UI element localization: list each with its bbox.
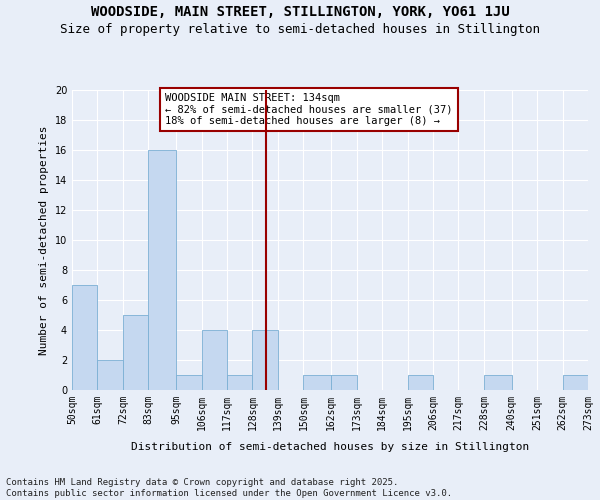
Bar — [407, 375, 433, 390]
Text: Distribution of semi-detached houses by size in Stillington: Distribution of semi-detached houses by … — [131, 442, 529, 452]
Text: WOODSIDE MAIN STREET: 134sqm
← 82% of semi-detached houses are smaller (37)
18% : WOODSIDE MAIN STREET: 134sqm ← 82% of se… — [165, 93, 452, 126]
Bar — [563, 375, 588, 390]
Y-axis label: Number of semi-detached properties: Number of semi-detached properties — [39, 125, 49, 355]
Bar — [97, 360, 123, 390]
Text: WOODSIDE, MAIN STREET, STILLINGTON, YORK, YO61 1JU: WOODSIDE, MAIN STREET, STILLINGTON, YORK… — [91, 5, 509, 19]
Bar — [72, 285, 97, 390]
Bar — [253, 330, 278, 390]
Bar — [331, 375, 356, 390]
Bar — [123, 315, 148, 390]
Bar — [484, 375, 512, 390]
Bar — [148, 150, 176, 390]
Bar — [227, 375, 253, 390]
Text: Contains HM Land Registry data © Crown copyright and database right 2025.
Contai: Contains HM Land Registry data © Crown c… — [6, 478, 452, 498]
Text: Size of property relative to semi-detached houses in Stillington: Size of property relative to semi-detach… — [60, 22, 540, 36]
Bar — [202, 330, 227, 390]
Bar — [176, 375, 202, 390]
Bar — [304, 375, 331, 390]
